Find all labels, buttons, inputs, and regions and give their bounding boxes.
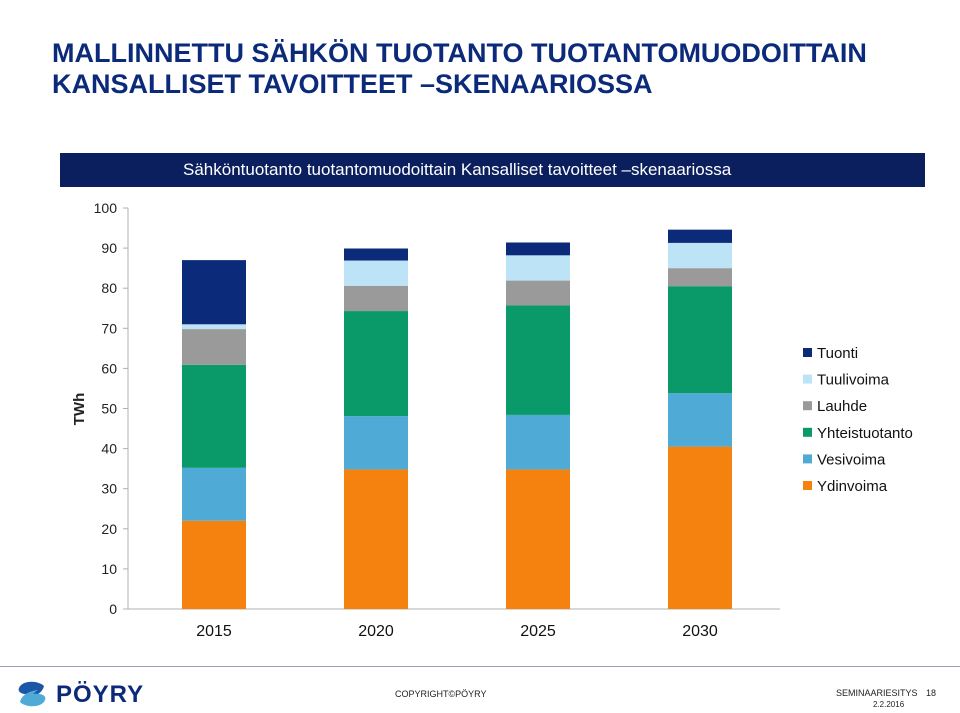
legend-swatch-lauhde [803, 401, 812, 411]
chart-title-band: Sähköntuotanto tuotantomuodoittain Kansa… [60, 153, 925, 187]
y-tick-label: 100 [94, 200, 118, 216]
legend-label-yhteistuotanto: Yhteistuotanto [817, 425, 913, 442]
y-tick-label: 60 [101, 360, 117, 376]
y-tick-label: 50 [101, 401, 117, 417]
chart-title: Sähköntuotanto tuotantomuodoittain Kansa… [183, 160, 732, 179]
bar-segment-tuonti-2025 [506, 242, 570, 256]
bar-segment-tuulivoima-2030 [668, 242, 732, 269]
y-tick-label: 90 [101, 240, 117, 256]
y-tick-label: 30 [101, 481, 117, 497]
page-number: 18 [926, 688, 937, 698]
footer-divider [0, 666, 960, 667]
legend-swatch-ydinvoima [803, 481, 812, 490]
y-axis-title: TWh [71, 393, 88, 425]
bar-segment-yhteistuotanto-2015 [182, 364, 246, 468]
legend-label-tuonti: Tuonti [817, 345, 858, 362]
slide-title-line-1: MALLINNETTU SÄHKÖN TUOTANTO TUOTANTOMUOD… [52, 38, 867, 68]
legend-label-lauhde: Lauhde [817, 398, 867, 415]
bar-segment-vesivoima-2020 [344, 416, 408, 470]
bar-segment-tuulivoima-2025 [506, 255, 570, 281]
event-label: SEMINAARIESITYS [836, 688, 918, 698]
poyry-logo-text: PÖYRY [56, 681, 145, 708]
bar-segment-lauhde-2020 [344, 285, 408, 312]
bar-segment-vesivoima-2025 [506, 414, 570, 470]
bar-segment-vesivoima-2030 [668, 393, 732, 447]
legend-label-tuulivoima: Tuulivoima [817, 372, 890, 389]
y-tick-label: 20 [101, 521, 117, 537]
slide-title: MALLINNETTU SÄHKÖN TUOTANTO TUOTANTOMUOD… [52, 38, 932, 100]
bar-segment-tuonti-2030 [668, 229, 732, 243]
copyright-text: COPYRIGHT©PÖYRY [395, 689, 487, 699]
y-tick-label: 80 [101, 280, 117, 296]
bar-segment-ydinvoima-2030 [668, 446, 732, 609]
bar-segment-tuulivoima-2020 [344, 260, 408, 286]
bar-segment-lauhde-2025 [506, 280, 570, 306]
bar-segment-ydinvoima-2020 [344, 469, 408, 609]
footer-date: 2.2.2016 [873, 700, 905, 709]
poyry-logo: PÖYRY [14, 680, 144, 710]
bar-segment-tuonti-2015 [182, 260, 246, 325]
bar-segment-vesivoima-2015 [182, 467, 246, 521]
poyry-logo-icon [18, 681, 46, 707]
bar-segment-ydinvoima-2025 [506, 469, 570, 609]
y-tick-label: 10 [101, 561, 117, 577]
bar-segment-lauhde-2030 [668, 268, 732, 287]
y-tick-label: 0 [109, 601, 117, 617]
bar-segment-tuonti-2020 [344, 248, 408, 261]
legend-label-ydinvoima: Ydinvoima [817, 478, 888, 495]
x-tick-label: 2015 [196, 623, 232, 640]
bar-segment-ydinvoima-2015 [182, 520, 246, 609]
bar-segment-lauhde-2015 [182, 329, 246, 365]
y-tick-label: 40 [101, 441, 117, 457]
bar-segment-tuulivoima-2015 [182, 324, 246, 330]
legend-swatch-tuonti [803, 348, 812, 357]
bar-segment-yhteistuotanto-2025 [506, 305, 570, 415]
legend-swatch-tuulivoima [803, 374, 812, 384]
bar-segment-yhteistuotanto-2020 [344, 311, 408, 417]
slide-title-line-2: KANSALLISET TAVOITTEET –SKENAARIOSSA [52, 69, 653, 99]
y-tick-label: 70 [101, 320, 117, 336]
bar-segment-yhteistuotanto-2030 [668, 286, 732, 394]
legend-swatch-vesivoima [803, 454, 812, 464]
x-tick-label: 2025 [520, 623, 556, 640]
x-tick-label: 2020 [358, 623, 394, 640]
legend-label-vesivoima: Vesivoima [817, 451, 886, 468]
legend-swatch-yhteistuotanto [803, 427, 812, 437]
x-tick-label: 2030 [682, 623, 718, 640]
